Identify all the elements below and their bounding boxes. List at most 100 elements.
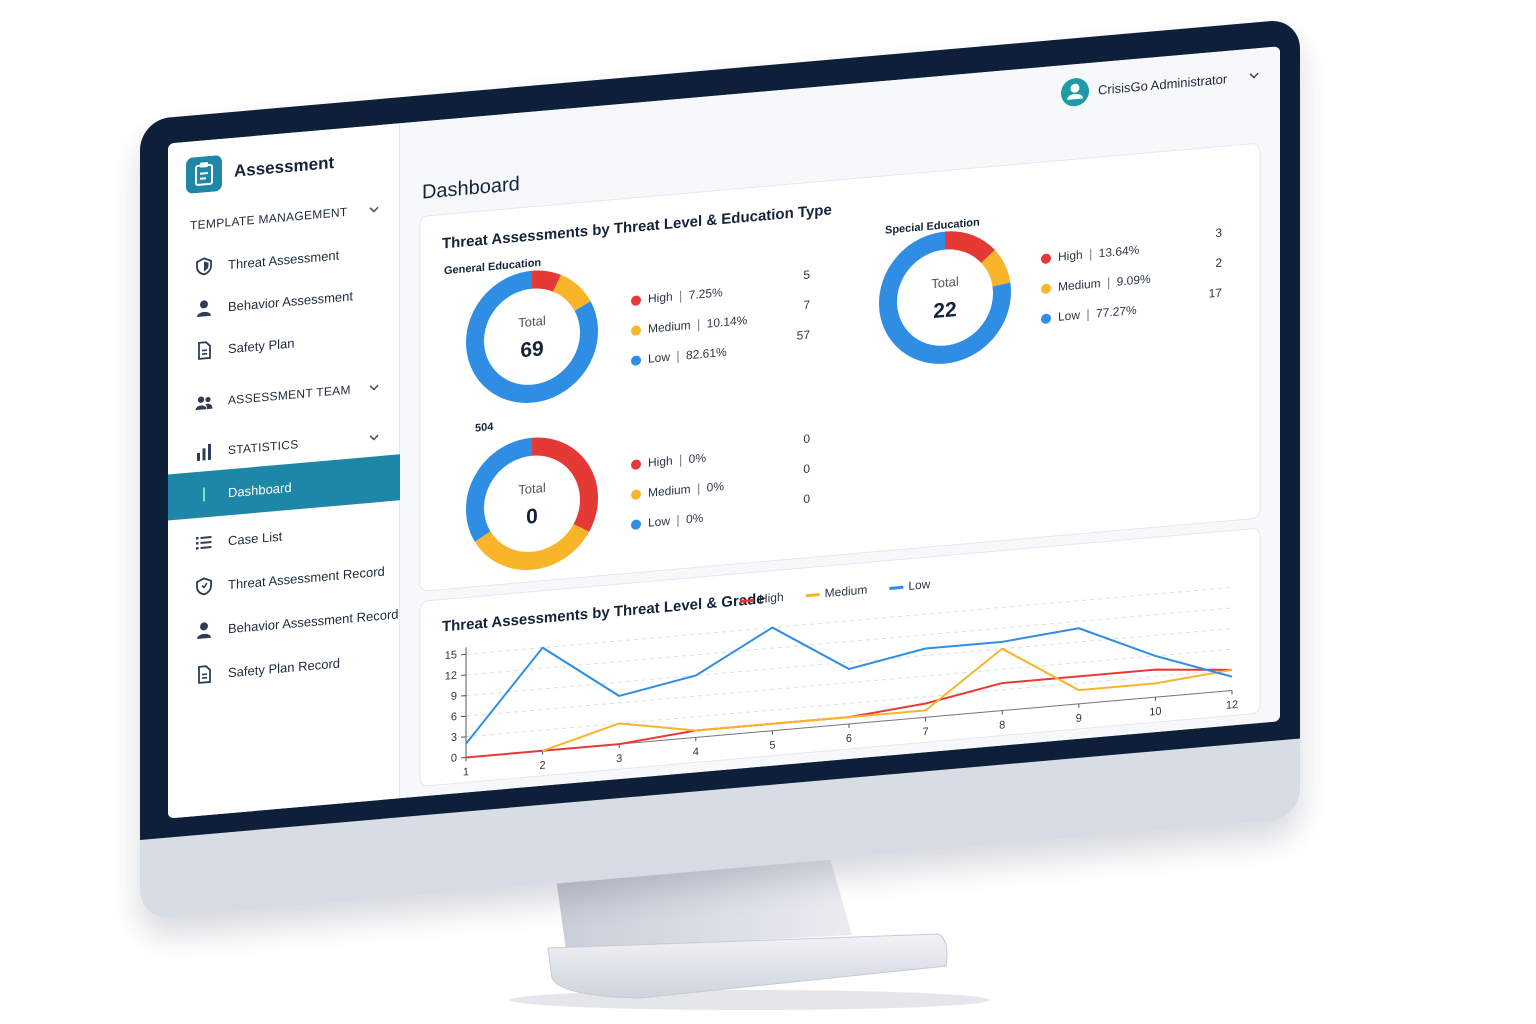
sidebar: Assessment TEMPLATE MANAGEMENT Threat As… bbox=[168, 123, 400, 819]
app-logo bbox=[186, 155, 222, 194]
donut-label: 504 bbox=[475, 421, 494, 435]
legend-name: Medium bbox=[648, 318, 691, 336]
legend-name: Medium bbox=[1058, 276, 1101, 294]
legend-name: High bbox=[648, 290, 673, 306]
x-tick-label: 7 bbox=[923, 726, 929, 739]
donut-total: 22 bbox=[933, 298, 956, 323]
user-avatar-head bbox=[1070, 83, 1080, 93]
legend-percent: 77.27% bbox=[1096, 303, 1137, 321]
team-icon bbox=[195, 396, 213, 411]
legend-percent: 0% bbox=[707, 479, 725, 495]
legend-dot bbox=[1041, 313, 1051, 324]
legend-count: 0 bbox=[803, 432, 810, 447]
x-tick-label: 4 bbox=[693, 746, 699, 759]
y-tick-label: 0 bbox=[451, 752, 457, 765]
y-tick-label: 15 bbox=[445, 649, 457, 662]
active-marker bbox=[203, 487, 205, 502]
app-title: Assessment bbox=[234, 153, 335, 181]
legend-dot bbox=[631, 295, 641, 306]
legend-percent: 7.25% bbox=[689, 285, 723, 302]
screen: Assessment TEMPLATE MANAGEMENT Threat As… bbox=[168, 46, 1280, 819]
document-icon bbox=[198, 665, 211, 684]
legend-name: Medium bbox=[648, 482, 691, 500]
y-tick-label: 3 bbox=[451, 732, 457, 745]
section-title: TEMPLATE MANAGEMENT bbox=[190, 204, 348, 233]
person-icon bbox=[197, 622, 211, 640]
x-tick-label: 2 bbox=[540, 759, 546, 772]
legend-dot bbox=[1041, 283, 1051, 294]
bar-chart-icon bbox=[197, 443, 211, 462]
nav-label: Safety Plan Record bbox=[228, 655, 341, 680]
chevron-icon bbox=[369, 206, 379, 213]
legend-percent: 10.14% bbox=[707, 313, 748, 331]
x-tick-label: 8 bbox=[999, 719, 1005, 732]
main-content: CrisisGo Administrator Dashboard Threat … bbox=[400, 46, 1280, 799]
nav-item[interactable]: Threat Assessment bbox=[168, 229, 400, 289]
nav-item[interactable]: Threat Assessment Record bbox=[168, 549, 400, 609]
donut-segment bbox=[474, 523, 590, 570]
nav-label: Threat Assessment Record bbox=[228, 563, 385, 592]
legend-percent: 13.64% bbox=[1099, 243, 1140, 261]
shield-icon bbox=[196, 257, 212, 276]
nav-item[interactable]: Safety Plan Record bbox=[168, 637, 400, 697]
legend-swatch bbox=[805, 593, 820, 598]
legend-count: 2 bbox=[1215, 255, 1222, 270]
legend-percent: 9.09% bbox=[1117, 272, 1151, 289]
section-title: ASSESSMENT TEAM bbox=[228, 382, 351, 408]
donut-segment bbox=[466, 437, 533, 542]
section-header[interactable]: ASSESSMENT TEAM bbox=[168, 365, 400, 425]
chevron-icon bbox=[369, 434, 379, 441]
nav-item[interactable]: Behavior Assessment bbox=[168, 271, 400, 331]
series-line bbox=[465, 626, 1233, 745]
donut-total-label: Total bbox=[518, 480, 546, 497]
nav-item-active[interactable]: Dashboard bbox=[168, 454, 400, 521]
legend-percent: 82.61% bbox=[686, 345, 727, 363]
donut-segment bbox=[879, 231, 1011, 364]
donut-card bbox=[419, 143, 1261, 592]
shield-icon bbox=[196, 577, 212, 596]
x-tick-label: 10 bbox=[1149, 706, 1161, 719]
legend-dot bbox=[1041, 253, 1051, 264]
y-tick-label: 12 bbox=[445, 670, 457, 683]
nav-item[interactable]: Safety Plan bbox=[168, 313, 400, 373]
legend-label: Low bbox=[908, 577, 930, 593]
legend-name: Low bbox=[1058, 308, 1080, 324]
monitor: Assessment TEMPLATE MANAGEMENT Threat As… bbox=[140, 18, 1300, 921]
nav-label: Behavior Assessment bbox=[228, 287, 354, 314]
legend-count: 0 bbox=[803, 462, 810, 477]
donut-total-label: Total bbox=[931, 274, 959, 291]
legend-name: Low bbox=[648, 350, 670, 366]
donut-segment bbox=[531, 270, 562, 292]
line-card bbox=[419, 528, 1261, 787]
legend-name: High bbox=[1058, 248, 1083, 264]
section-title: STATISTICS bbox=[228, 437, 299, 458]
nav-item[interactable]: Case List bbox=[168, 505, 400, 565]
legend-dot bbox=[631, 325, 641, 336]
legend-count: 57 bbox=[797, 328, 811, 343]
document-icon bbox=[198, 341, 211, 360]
legend-count: 5 bbox=[803, 268, 810, 283]
x-tick-label: 12 bbox=[1226, 699, 1238, 712]
nav-item[interactable]: Behavior Assessment Record bbox=[168, 593, 400, 653]
chevron-icon bbox=[369, 384, 379, 391]
donut-total: 0 bbox=[526, 505, 538, 529]
section-header[interactable]: TEMPLATE MANAGEMENT bbox=[168, 187, 400, 247]
legend-count: 3 bbox=[1215, 225, 1222, 240]
nav-label: Safety Plan bbox=[228, 334, 295, 356]
legend-swatch bbox=[889, 585, 904, 590]
legend-name: Low bbox=[648, 514, 670, 530]
section-header[interactable]: STATISTICS bbox=[168, 415, 400, 475]
x-tick-label: 9 bbox=[1076, 713, 1082, 726]
nav-label: Behavior Assessment Record bbox=[228, 605, 399, 636]
legend-percent: 0% bbox=[686, 511, 704, 527]
legend-swatch bbox=[740, 598, 754, 604]
x-tick-label: 5 bbox=[769, 739, 775, 752]
donut-total-label: Total bbox=[518, 313, 546, 330]
person-icon bbox=[197, 300, 211, 318]
nav-label: Threat Assessment bbox=[228, 247, 340, 272]
list-icon bbox=[196, 536, 212, 550]
legend-dot bbox=[631, 355, 641, 366]
x-tick-label: 1 bbox=[463, 766, 469, 779]
